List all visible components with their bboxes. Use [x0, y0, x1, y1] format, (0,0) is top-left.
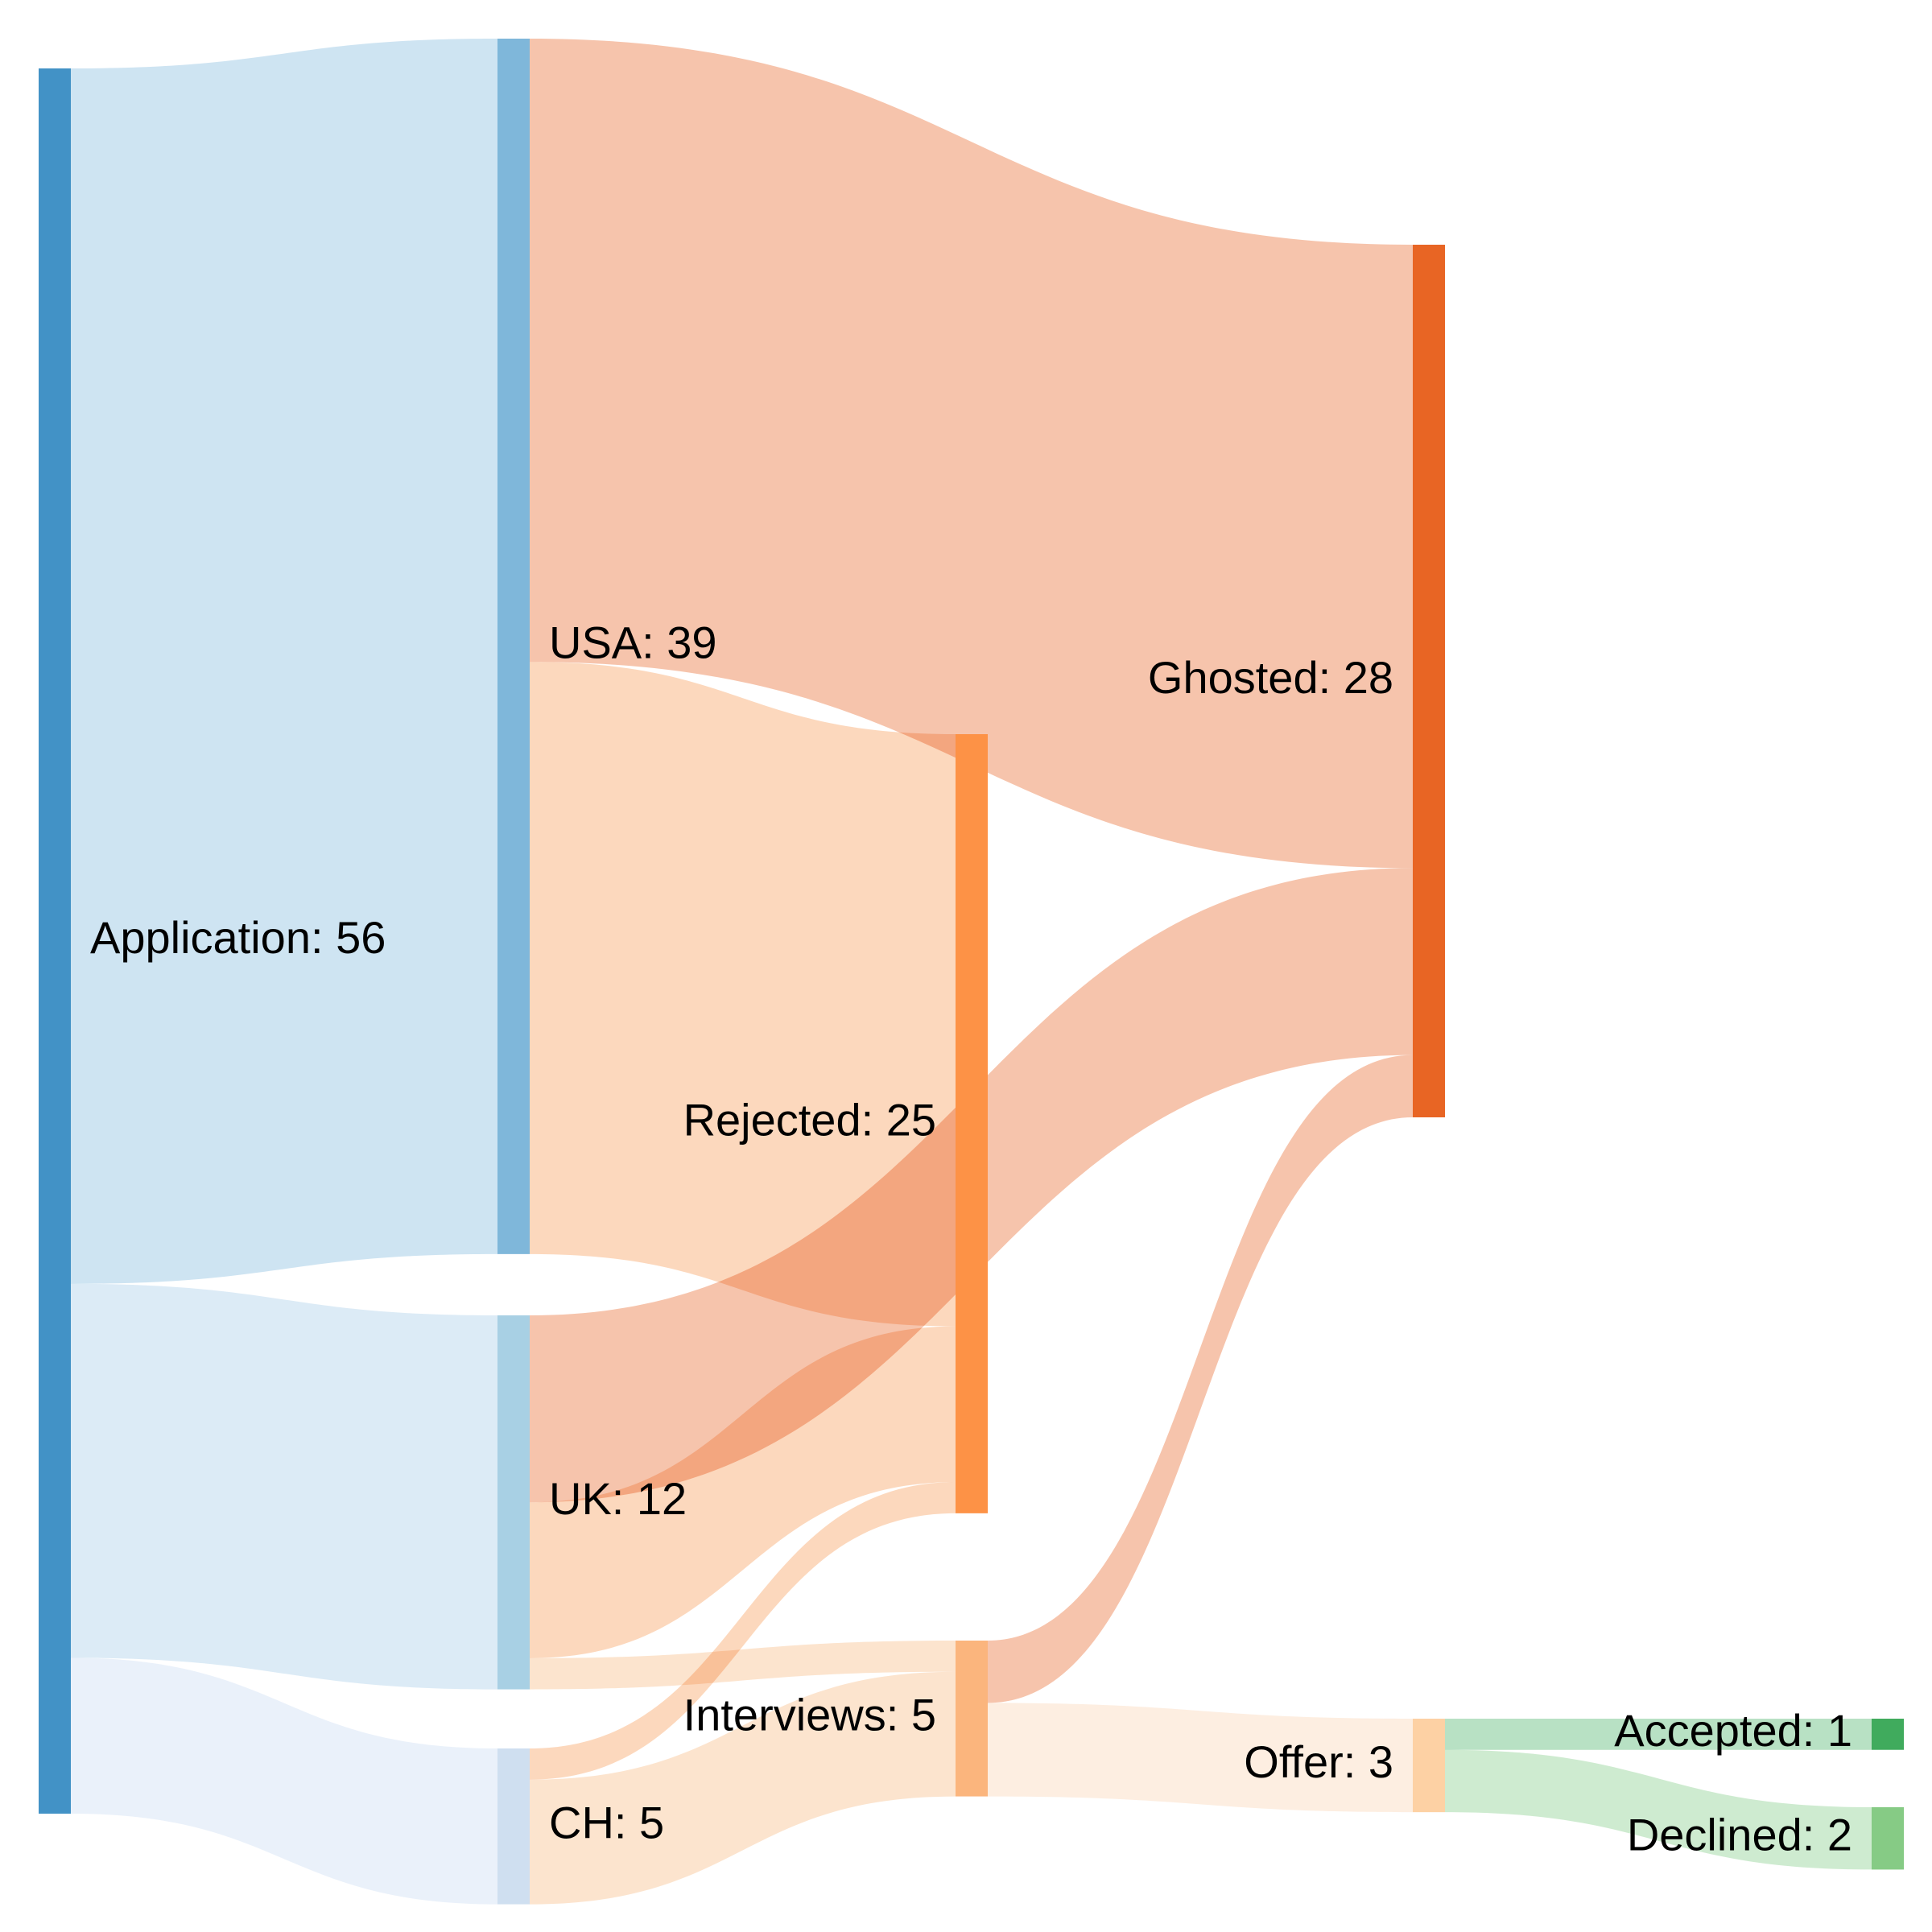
node-ch	[497, 1748, 530, 1905]
node-declined	[1872, 1807, 1904, 1870]
node-application	[39, 68, 71, 1814]
node-label-rejected: Rejected: 25	[683, 1095, 936, 1146]
link-application-to-uk	[71, 1283, 497, 1690]
link-application-to-ch	[71, 1657, 497, 1905]
node-uk	[497, 1315, 530, 1690]
link-ch-to-rejected	[530, 1482, 956, 1780]
node-interviews	[956, 1641, 988, 1797]
link-application-to-usa	[71, 39, 497, 1284]
link-ch-to-interviews	[530, 1671, 956, 1905]
link-offer-to-accepted	[1445, 1719, 1872, 1750]
link-usa-to-rejected	[530, 662, 956, 1327]
link-usa-to-ghosted	[530, 39, 1413, 869]
sankey-links	[71, 39, 1872, 1905]
link-offer-to-declined	[1445, 1749, 1872, 1870]
node-label-interviews: Interviews: 5	[683, 1690, 936, 1740]
node-usa	[497, 39, 530, 1254]
node-label-offer: Offer: 3	[1244, 1736, 1393, 1787]
node-label-accepted: Accepted: 1	[1614, 1705, 1852, 1756]
node-label-uk: UK: 12	[549, 1473, 687, 1524]
node-rejected	[956, 734, 988, 1513]
node-label-ch: CH: 5	[549, 1798, 664, 1848]
sankey-labels: Application: 56 USA: 39 UK: 12 CH: 5 Rejecte…	[90, 617, 1852, 1860]
node-accepted	[1872, 1719, 1904, 1750]
node-label-ghosted: Ghosted: 28	[1148, 652, 1393, 703]
link-interviews-to-offer	[988, 1703, 1413, 1813]
link-uk-to-rejected	[530, 1326, 956, 1658]
node-label-usa: USA: 39	[549, 617, 717, 668]
node-label-application: Application: 56	[90, 912, 386, 963]
node-label-declined: Declined: 2	[1627, 1810, 1852, 1860]
link-interviews-to-ghosted	[988, 1055, 1413, 1703]
node-ghosted	[1413, 245, 1445, 1117]
sankey-nodes	[39, 39, 1904, 1905]
link-uk-to-interviews	[530, 1641, 956, 1690]
node-offer	[1413, 1719, 1445, 1813]
